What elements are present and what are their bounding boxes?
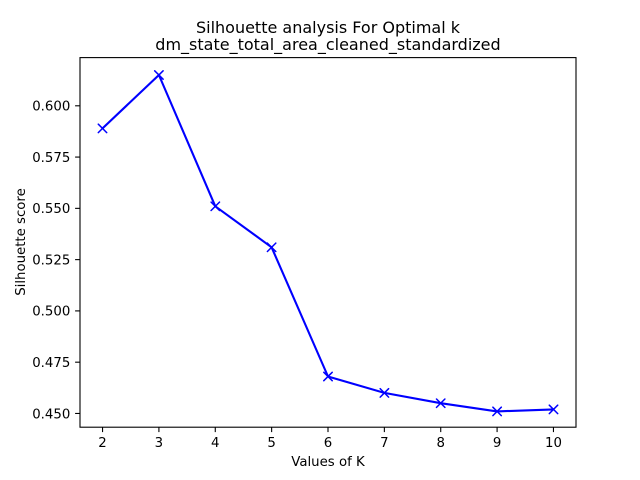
y-tick-label: 0.550	[32, 202, 70, 217]
chart-title-line1: Silhouette analysis For Optimal k	[195, 18, 461, 37]
x-tick-label: 2	[98, 436, 106, 451]
data-point-markers	[97, 70, 559, 417]
y-tick-label: 0.475	[32, 356, 70, 371]
y-tick-label: 0.575	[32, 151, 70, 166]
x-tick-label: 10	[545, 436, 562, 451]
x-tick-label: 7	[380, 436, 388, 451]
x-tick-label: 6	[324, 436, 332, 451]
x-tick-label: 5	[267, 436, 275, 451]
y-tick-label: 0.450	[32, 407, 70, 422]
chart-title-line2: dm_state_total_area_cleaned_standardized	[155, 35, 501, 54]
x-axis-label: Values of K	[291, 455, 365, 470]
y-tick-label: 0.525	[32, 253, 70, 268]
chart-title: Silhouette analysis For Optimal k dm_sta…	[80, 19, 576, 53]
y-tick-label: 0.500	[32, 305, 70, 320]
x-tick-label: 4	[211, 436, 219, 451]
x-tick-label: 9	[493, 436, 501, 451]
axes-frame	[79, 57, 577, 428]
x-tick-label: 8	[436, 436, 444, 451]
y-tick-label: 0.600	[32, 100, 70, 115]
x-tick-label: 3	[155, 436, 163, 451]
